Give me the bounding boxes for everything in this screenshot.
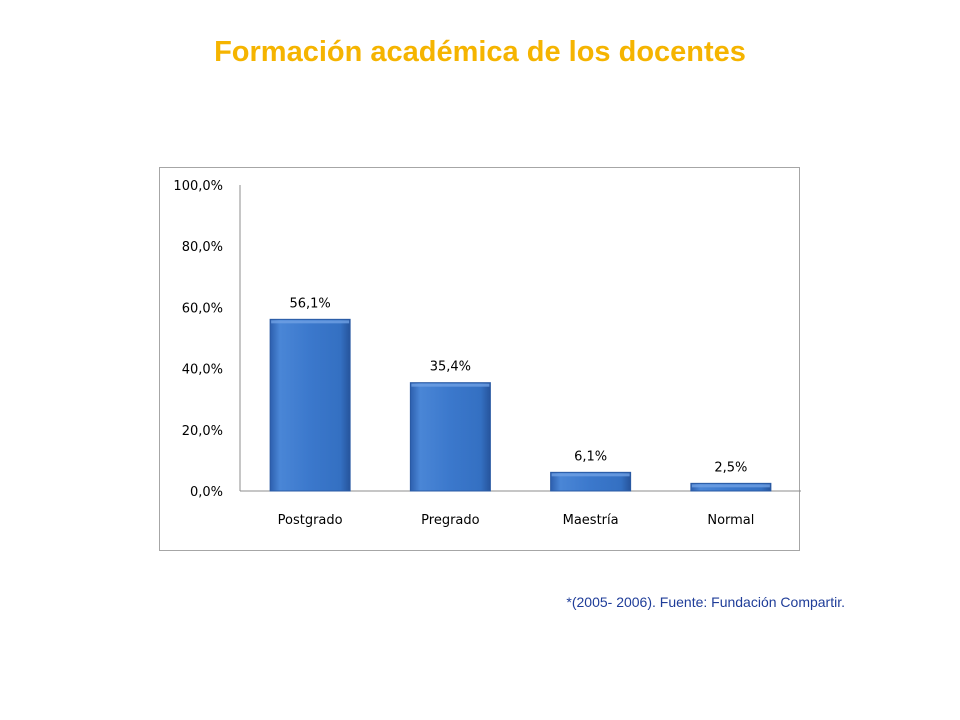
y-tick-label: 0,0%	[190, 485, 223, 500]
source-footnote: *(2005- 2006). Fuente: Fundación Compart…	[566, 594, 845, 610]
y-tick-label: 80,0%	[182, 240, 223, 255]
chart-area: 0,0% 20,0% 40,0% 60,0% 80,0% 100,0% 56,1% Postg…	[159, 167, 801, 551]
x-tick-label: Postgrado	[278, 513, 343, 528]
bar-maestría	[550, 471, 632, 492]
bar-highlight	[551, 473, 630, 477]
y-tick-label: 20,0%	[182, 424, 223, 439]
x-tick-label: Normal	[707, 513, 754, 528]
y-tick-label: 60,0%	[182, 301, 223, 316]
data-label: 56,1%	[289, 296, 330, 311]
bar-chart: 0,0% 20,0% 40,0% 60,0% 80,0% 100,0% 56,1% Postg…	[173, 179, 801, 528]
bar-postgrado	[269, 318, 351, 492]
page-title: Formación académica de los docentes	[214, 36, 746, 68]
y-tick-label: 100,0%	[173, 179, 223, 194]
bar-highlight	[691, 484, 770, 488]
x-tick-label: Pregrado	[421, 513, 479, 528]
bar-highlight	[411, 383, 490, 387]
bar-highlight	[271, 320, 350, 324]
bar-pregrado	[409, 382, 491, 492]
data-label: 6,1%	[574, 449, 607, 464]
data-label: 2,5%	[714, 460, 747, 475]
x-tick-label: Maestría	[563, 513, 619, 528]
y-tick-label: 40,0%	[182, 363, 223, 378]
data-label: 35,4%	[430, 360, 471, 375]
